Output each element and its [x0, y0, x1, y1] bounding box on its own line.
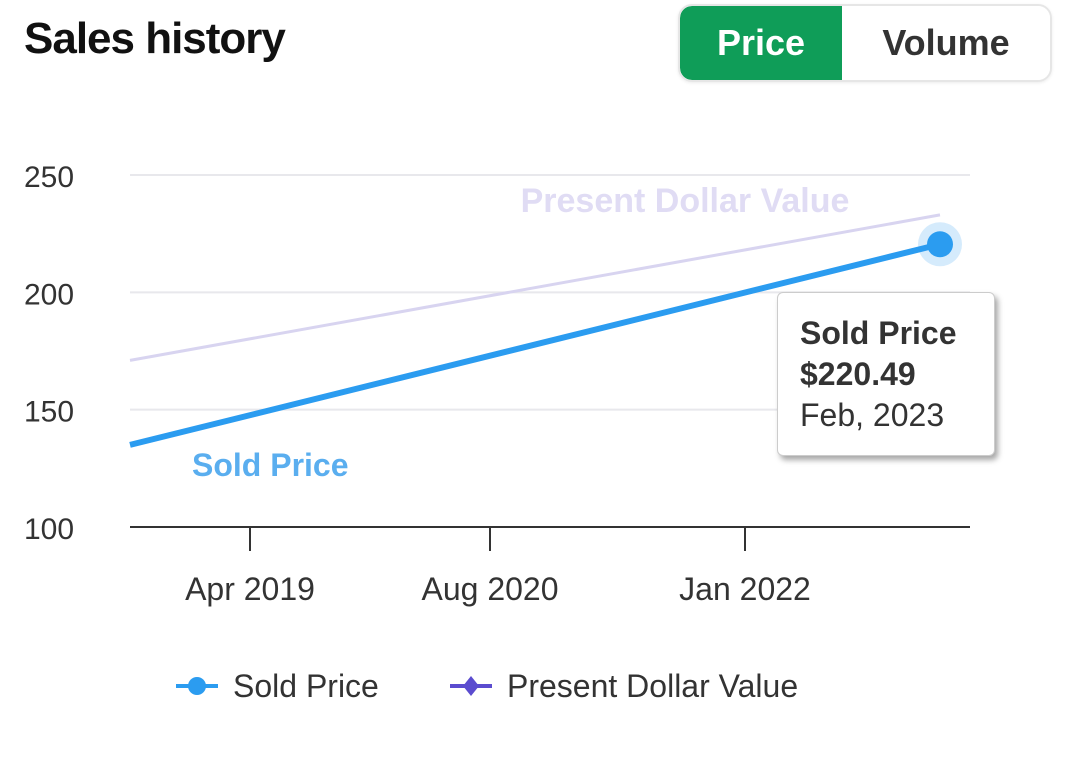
price-volume-toggle: Price Volume	[678, 4, 1052, 82]
tooltip-series: Sold Price	[800, 315, 957, 351]
legend-sold-price-label: Sold Price	[233, 668, 379, 704]
present-dollar-value-annotation: Present Dollar Value	[521, 182, 850, 220]
y-tick-label: 100	[24, 513, 74, 546]
x-tick-label: Aug 2020	[421, 571, 558, 607]
volume-toggle-button[interactable]: Volume	[842, 6, 1050, 80]
legend-present-dollar-value-marker	[463, 676, 479, 696]
legend-present-dollar-value-label: Present Dollar Value	[507, 668, 798, 704]
sold-price-line	[129, 241, 941, 448]
y-tick-label: 150	[24, 396, 74, 429]
legend-sold-price-marker	[188, 677, 206, 695]
tooltip-date: Feb, 2023	[800, 397, 945, 433]
x-tick-label: Jan 2022	[679, 571, 811, 607]
sold-price-annotation: Sold Price	[192, 447, 349, 483]
price-toggle-button[interactable]: Price	[680, 6, 842, 80]
chart-tooltip: Sold Price $220.49 Feb, 2023	[777, 292, 995, 456]
y-tick-label: 200	[24, 278, 74, 311]
x-tick-label: Apr 2019	[185, 571, 315, 607]
present-dollar-value-line	[129, 213, 941, 362]
y-tick-label: 250	[24, 161, 74, 194]
tooltip-value: $220.49	[800, 356, 916, 392]
page-title: Sales history	[24, 14, 286, 63]
sold-price-point	[927, 231, 953, 258]
